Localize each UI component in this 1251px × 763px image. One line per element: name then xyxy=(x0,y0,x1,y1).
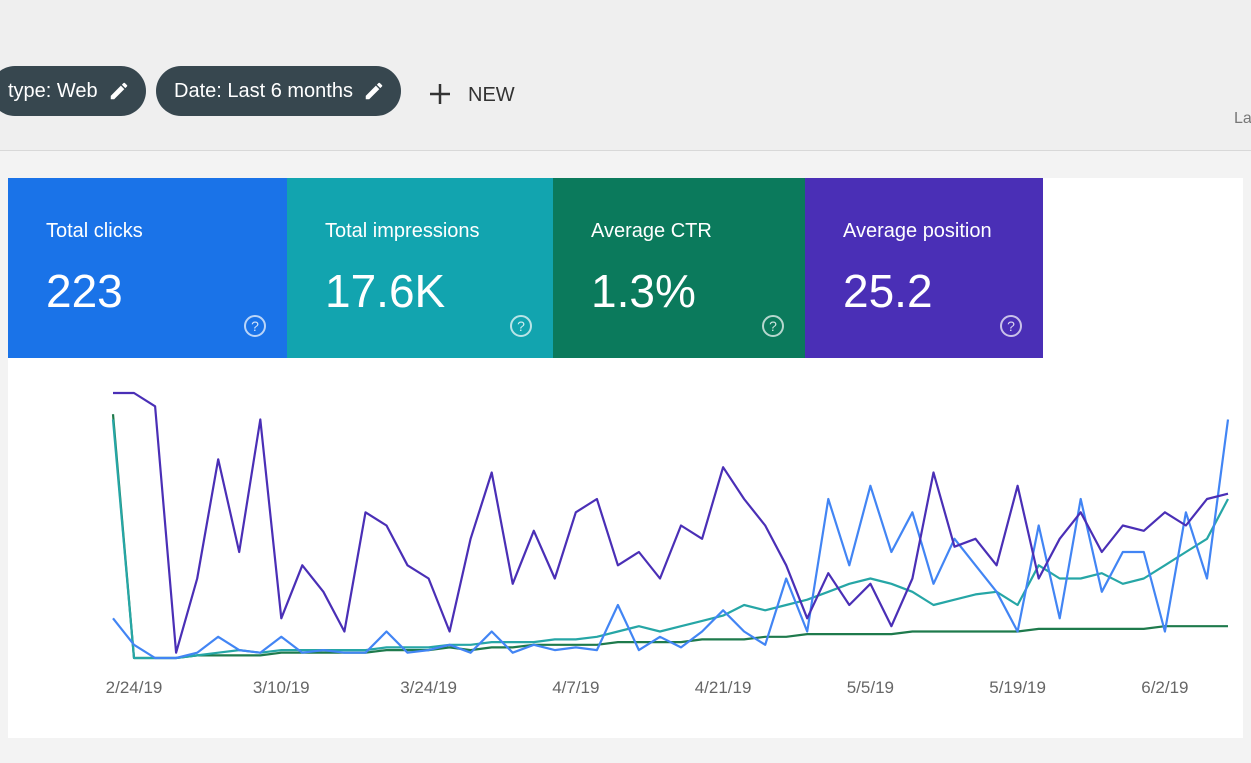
metric-label: Total clicks xyxy=(46,220,143,242)
new-label: NEW xyxy=(468,84,515,106)
cut-text: La xyxy=(1234,110,1251,127)
performance-panel: Total clicks 223 ? Total impressions 17.6… xyxy=(8,178,1243,738)
metric-card[interactable]: Total clicks 223 ? xyxy=(8,178,287,358)
x-tick-label: 4/7/19 xyxy=(552,678,599,697)
svg-text:?: ? xyxy=(1007,318,1015,334)
svg-text:?: ? xyxy=(251,318,259,334)
help-icon[interactable]: ? xyxy=(761,314,785,338)
x-tick-label: 5/5/19 xyxy=(847,678,894,697)
metric-value: 1.3% xyxy=(591,265,696,317)
metric-card[interactable]: Total impressions 17.6K ? xyxy=(287,178,553,358)
series-line xyxy=(113,391,1229,654)
chart: 2/24/19 3/10/19 3/24/19 4/7/19 4/21/19 5/5/19… xyxy=(106,391,1230,697)
chip-text: type: Web xyxy=(8,80,98,102)
x-tick-label: 6/2/19 xyxy=(1141,678,1188,697)
x-tick-label: 5/19/19 xyxy=(989,678,1046,697)
metric-card[interactable]: Average CTR 1.3% ? xyxy=(553,178,805,358)
metric-label: Average CTR xyxy=(591,220,712,242)
plus-icon xyxy=(430,84,450,104)
x-tick-label: 4/21/19 xyxy=(695,678,752,697)
help-icon[interactable]: ? xyxy=(509,314,533,338)
edit-icon xyxy=(365,82,383,100)
new-button[interactable]: NEW xyxy=(428,84,515,107)
metric-value: 17.6K xyxy=(325,265,446,317)
x-tick-label: 3/10/19 xyxy=(253,678,310,697)
filter-chip[interactable]: Date: Last 6 months xyxy=(156,66,401,116)
x-tick-label: 3/24/19 xyxy=(400,678,457,697)
filter-bar: type: Web Date: Last 6 months NEW La xyxy=(0,0,1251,151)
metric-label: Average position xyxy=(843,220,992,242)
metric-value: 223 xyxy=(46,265,123,317)
svg-text:?: ? xyxy=(517,318,525,334)
metric-card[interactable]: Average position 25.2 ? xyxy=(805,178,1043,358)
metric-label: Total impressions xyxy=(325,220,480,242)
svg-text:?: ? xyxy=(769,318,777,334)
x-tick-label: 2/24/19 xyxy=(106,678,163,697)
metric-value: 25.2 xyxy=(843,265,933,317)
edit-icon xyxy=(110,82,127,100)
help-icon[interactable]: ? xyxy=(243,314,267,338)
series-line xyxy=(112,419,1230,660)
help-icon[interactable]: ? xyxy=(999,314,1023,338)
filter-chip[interactable]: type: Web xyxy=(0,66,146,116)
chip-text: Date: Last 6 months xyxy=(174,80,353,102)
